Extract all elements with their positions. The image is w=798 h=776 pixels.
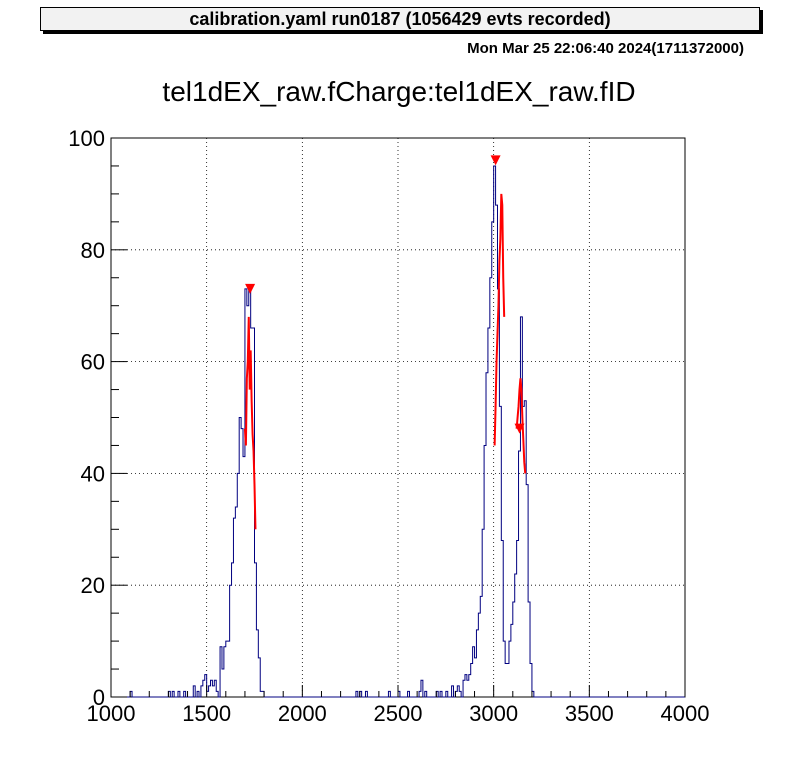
x-tick-label: 2000 [278, 701, 327, 726]
x-tick-label: 4000 [661, 701, 710, 726]
x-tick-label: 2500 [374, 701, 423, 726]
fit-curve-1 [243, 316, 257, 530]
x-tick-label: 1500 [182, 701, 231, 726]
histogram-line [111, 165, 685, 698]
x-tick-label: 1000 [87, 701, 136, 726]
peak-marker-1 [245, 283, 256, 294]
y-tick-label: 60 [81, 350, 105, 375]
y-tick-label: 40 [81, 461, 105, 486]
fit-curves [243, 193, 527, 530]
header-text: calibration.yaml run0187 (1056429 evts r… [189, 8, 611, 29]
axes: 1000 1500 2000 2500 3000 3500 4000 0 20 40 60 80 100 [68, 126, 709, 726]
y-tick-label: 20 [81, 573, 105, 598]
peak-markers [245, 155, 525, 434]
fit-curve-2 [493, 193, 506, 446]
grid [111, 138, 685, 697]
header-box: calibration.yaml run0187 (1056429 evts r… [40, 7, 760, 31]
peak-marker-3 [514, 423, 525, 434]
histogram-series [111, 165, 685, 698]
x-tick-label: 3500 [565, 701, 614, 726]
peak-marker-2 [490, 155, 501, 166]
fit-curve-3 [515, 378, 527, 474]
y-tick-label: 80 [81, 238, 105, 263]
plot-title: tel1dEX_raw.fCharge:tel1dEX_raw.fID [162, 76, 636, 107]
timestamp: Mon Mar 25 22:06:40 2024(1711372000) [467, 40, 744, 57]
x-tick-label: 3000 [469, 701, 518, 726]
plot-frame [110, 137, 686, 698]
y-tick-label: 0 [93, 685, 105, 710]
plot-frame-rect [110, 137, 686, 698]
y-tick-label: 100 [68, 126, 105, 151]
